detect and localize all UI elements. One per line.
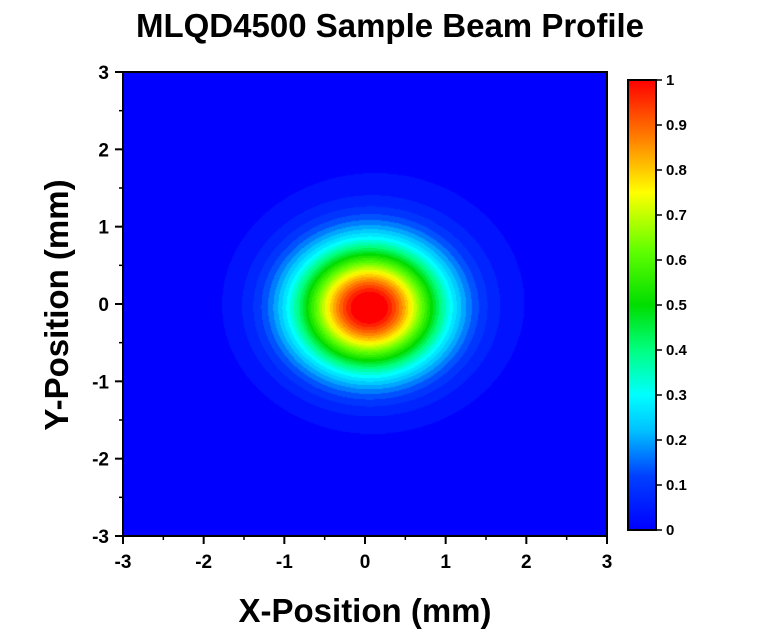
y-tick-label: 1 bbox=[98, 218, 109, 239]
x-tick-label: 0 bbox=[360, 552, 371, 573]
colorbar-tick-label: 0.5 bbox=[666, 297, 687, 314]
x-tick-label: 2 bbox=[521, 552, 532, 573]
colorbar-tick-label: 0.4 bbox=[666, 342, 688, 359]
x-tick-label: -3 bbox=[115, 552, 132, 573]
x-tick-label: -2 bbox=[195, 552, 212, 573]
colorbar-tick-label: 0.7 bbox=[666, 207, 687, 224]
y-tick-label: 3 bbox=[98, 63, 109, 84]
colorbar-tick-label: 1 bbox=[666, 72, 674, 89]
colorbar-tick-label: 0.2 bbox=[666, 432, 687, 449]
heatmap bbox=[123, 72, 607, 536]
y-tick-label: -1 bbox=[92, 372, 109, 393]
x-axis-label: X-Position (mm) bbox=[239, 592, 492, 629]
x-tick-label: -1 bbox=[276, 552, 293, 573]
x-axis: -3 -2 -1 0 1 2 3 bbox=[115, 536, 613, 573]
colorbar-scale: 1 0.9 0.8 0.7 0.6 0.5 0.4 0.3 0.2 0.1 0 bbox=[656, 72, 688, 539]
y-tick-label: 2 bbox=[98, 140, 109, 161]
colorbar-tick-label: 0.8 bbox=[666, 162, 687, 179]
colorbar-tick-label: 0.6 bbox=[666, 252, 687, 269]
chart-title: MLQD4500 Sample Beam Profile bbox=[136, 7, 644, 44]
y-tick-label: -3 bbox=[92, 527, 109, 548]
colorbar bbox=[627, 79, 657, 531]
y-tick-label: 0 bbox=[98, 295, 109, 316]
colorbar-tick-label: 0.3 bbox=[666, 387, 687, 404]
x-tick-label: 1 bbox=[440, 552, 451, 573]
colorbar-tick-label: 0.9 bbox=[666, 117, 687, 134]
colorbar-tick-label: 0 bbox=[666, 522, 674, 539]
y-tick-label: -2 bbox=[92, 450, 109, 471]
x-tick-label: 3 bbox=[602, 552, 613, 573]
y-axis: 3 2 1 0 -1 -2 -3 bbox=[92, 63, 123, 548]
colorbar-tick-label: 0.1 bbox=[666, 477, 687, 494]
heatmap-image bbox=[123, 72, 607, 536]
y-axis-label: Y-Position (mm) bbox=[38, 179, 75, 430]
